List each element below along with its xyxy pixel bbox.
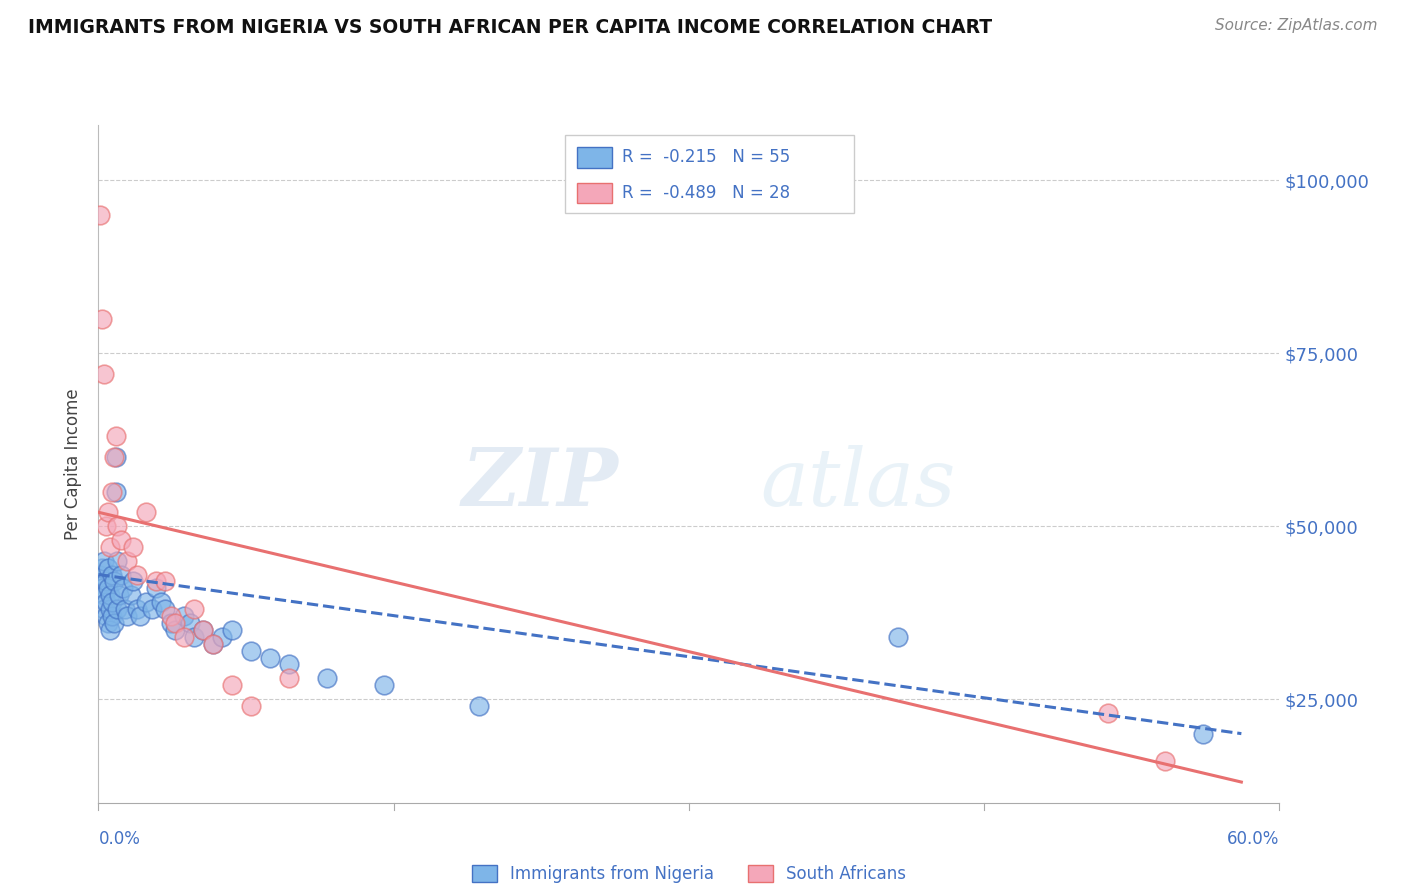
Point: [145, 574, 167, 589]
Point: [159, 615, 181, 630]
Text: R =  -0.215   N = 55: R = -0.215 N = 55: [621, 148, 790, 167]
Point: [93, 367, 115, 381]
Point: [94, 609, 117, 624]
Point: [93, 588, 115, 602]
Point: [112, 582, 135, 596]
Point: [98, 623, 121, 637]
Point: [98, 588, 121, 602]
Point: [108, 588, 131, 602]
Point: [94, 595, 117, 609]
Point: [239, 643, 262, 657]
Point: [107, 519, 129, 533]
Point: [94, 574, 117, 589]
Legend: Immigrants from Nigeria, South Africans: Immigrants from Nigeria, South Africans: [465, 859, 912, 890]
Point: [129, 609, 152, 624]
Point: [373, 678, 395, 692]
Point: [103, 615, 125, 630]
Point: [316, 671, 339, 685]
Text: atlas: atlas: [759, 445, 955, 523]
Point: [173, 609, 195, 624]
Point: [125, 602, 148, 616]
Point: [103, 450, 125, 464]
Point: [103, 574, 125, 589]
Point: [150, 595, 173, 609]
Point: [91, 582, 114, 596]
Point: [110, 533, 132, 547]
Point: [221, 678, 243, 692]
Point: [221, 623, 243, 637]
Point: [121, 574, 143, 589]
Point: [115, 609, 138, 624]
Text: R =  -0.489   N = 28: R = -0.489 N = 28: [621, 184, 790, 202]
Point: [153, 574, 176, 589]
Point: [887, 630, 910, 644]
Point: [201, 637, 224, 651]
Point: [1192, 726, 1215, 740]
Point: [100, 567, 122, 582]
Point: [259, 650, 281, 665]
Point: [89, 208, 111, 222]
Point: [163, 623, 186, 637]
Bar: [576, 183, 612, 202]
Point: [239, 698, 262, 713]
Point: [93, 554, 115, 568]
Point: [94, 519, 117, 533]
Point: [98, 602, 121, 616]
Point: [468, 698, 491, 713]
Point: [97, 560, 120, 574]
Y-axis label: Per Capita Income: Per Capita Income: [65, 388, 83, 540]
Point: [145, 582, 167, 596]
Text: 60.0%: 60.0%: [1227, 830, 1279, 847]
Point: [110, 567, 132, 582]
Point: [100, 484, 122, 499]
Point: [107, 602, 129, 616]
Point: [97, 615, 120, 630]
Point: [201, 637, 224, 651]
Point: [159, 609, 181, 624]
Point: [91, 311, 114, 326]
Point: [120, 588, 142, 602]
Point: [173, 630, 195, 644]
Point: [97, 582, 120, 596]
Point: [114, 602, 136, 616]
Point: [183, 602, 205, 616]
Text: ZIP: ZIP: [461, 445, 619, 523]
Point: [135, 595, 157, 609]
Point: [104, 450, 127, 464]
Point: [277, 657, 299, 672]
Point: [104, 429, 127, 443]
Point: [193, 623, 215, 637]
Text: IMMIGRANTS FROM NIGERIA VS SOUTH AFRICAN PER CAPITA INCOME CORRELATION CHART: IMMIGRANTS FROM NIGERIA VS SOUTH AFRICAN…: [28, 18, 993, 37]
Point: [107, 554, 129, 568]
Point: [98, 540, 121, 554]
Point: [1154, 754, 1177, 768]
Point: [183, 630, 205, 644]
Point: [125, 567, 148, 582]
FancyBboxPatch shape: [565, 135, 855, 213]
Point: [115, 554, 138, 568]
Point: [100, 595, 122, 609]
Point: [121, 540, 143, 554]
Bar: [576, 147, 612, 168]
Point: [93, 602, 115, 616]
Point: [1097, 706, 1119, 720]
Point: [163, 615, 186, 630]
Point: [100, 609, 122, 624]
Point: [135, 505, 157, 519]
Text: 0.0%: 0.0%: [98, 830, 141, 847]
Text: Source: ZipAtlas.com: Source: ZipAtlas.com: [1215, 18, 1378, 33]
Point: [277, 671, 299, 685]
Point: [153, 602, 176, 616]
Point: [179, 615, 201, 630]
Point: [141, 602, 163, 616]
Point: [89, 567, 111, 582]
Point: [91, 560, 114, 574]
Point: [97, 505, 120, 519]
Point: [211, 630, 233, 644]
Point: [104, 484, 127, 499]
Point: [193, 623, 215, 637]
